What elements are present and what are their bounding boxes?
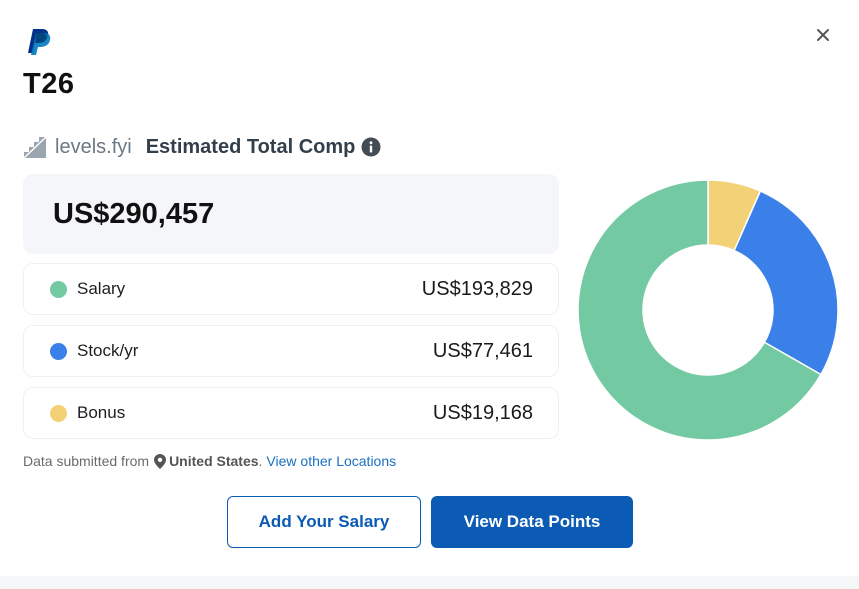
total-comp-value: US$290,457 <box>53 197 215 230</box>
levels-fyi-logo-icon <box>23 136 47 159</box>
submitted-country: United States <box>169 453 259 469</box>
comp-source-row: levels.fyi Estimated Total Comp <box>23 132 381 162</box>
stock-legend-dot <box>50 342 67 360</box>
salary-legend-dot <box>50 280 67 298</box>
location-pin-icon <box>154 453 167 469</box>
salary-label: Salary <box>77 279 126 298</box>
page-title: T26 <box>23 68 75 100</box>
view-data-points-button[interactable]: View Data Points <box>431 496 633 548</box>
stock-row: Stock/yr US$77,461 <box>23 325 559 377</box>
close-button[interactable] <box>812 24 834 46</box>
bonus-row: Bonus US$19,168 <box>23 387 559 439</box>
paypal-logo-icon <box>25 26 53 56</box>
salary-modal: T26 levels.fyi Estimated Total Comp US$2… <box>23 24 839 548</box>
bonus-value: US$19,168 <box>432 401 533 424</box>
bottom-strip <box>0 576 859 589</box>
donut-slice-salary <box>577 179 822 441</box>
info-icon[interactable] <box>361 137 381 157</box>
data-source-note: Data submitted from United States . View… <box>23 453 396 469</box>
salary-value: US$193,829 <box>421 277 533 300</box>
close-icon <box>817 29 829 41</box>
bonus-legend-dot <box>50 404 67 422</box>
bonus-label: Bonus <box>77 403 126 422</box>
submitted-prefix: Data submitted from <box>23 453 150 469</box>
estimated-total-label: Estimated Total Comp <box>145 135 356 158</box>
comp-breakdown-donut-chart <box>577 179 839 441</box>
levels-fyi-brand: levels.fyi <box>55 135 132 158</box>
stock-value: US$77,461 <box>432 339 533 362</box>
submitted-period: . <box>258 453 263 469</box>
donut-slice-stock-yr <box>733 190 839 376</box>
add-your-salary-button[interactable]: Add Your Salary <box>227 496 421 548</box>
salary-row: Salary US$193,829 <box>23 263 559 315</box>
total-comp-box: US$290,457 <box>23 174 559 254</box>
stock-label: Stock/yr <box>77 341 139 360</box>
view-other-locations-link[interactable]: View other Locations <box>266 453 397 469</box>
